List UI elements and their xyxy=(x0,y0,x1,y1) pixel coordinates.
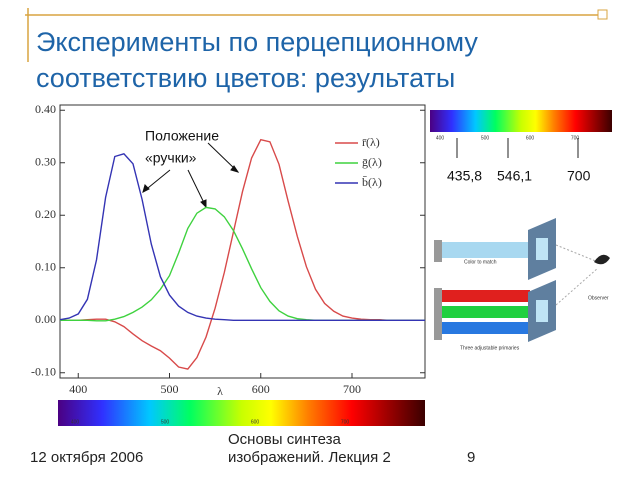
spectrum-tick: 400 xyxy=(71,419,80,425)
spectrum-bar xyxy=(58,400,425,426)
x-tick-label: 400 xyxy=(69,382,87,396)
x-label: λ xyxy=(217,384,223,398)
legend-label: r̄(λ) xyxy=(362,135,380,149)
diagram: Color to match Observer Three adjustable… xyxy=(434,218,610,351)
y-tick-label: 0.30 xyxy=(35,155,56,169)
annotation: Положение xyxy=(145,128,219,144)
spectrum-tick: 700 xyxy=(571,135,580,141)
y-tick-label: 0.10 xyxy=(35,260,56,274)
y-tick-label: 0.40 xyxy=(35,102,56,116)
spectrum-bar xyxy=(430,110,612,132)
spectrum-tick: 500 xyxy=(481,135,490,141)
primary-label: 700 xyxy=(567,168,591,184)
diagram-label: Color to match xyxy=(464,259,497,265)
diagram-label: Observer xyxy=(588,295,609,301)
annotation-arrows xyxy=(142,142,240,209)
primary-label: 435,8 xyxy=(447,168,482,184)
spectrum-tick: 500 xyxy=(161,419,170,425)
primary-markers xyxy=(456,138,579,158)
title: соответствию цветов: результаты xyxy=(36,63,455,93)
primary-label: 546,1 xyxy=(497,168,532,184)
y-tick-label: -0.10 xyxy=(31,365,56,379)
title: Эксперименты по перцепционному xyxy=(36,27,478,57)
spectrum-tick: 600 xyxy=(526,135,535,141)
x-tick-label: 500 xyxy=(161,382,179,396)
footer-course: Основы синтеза xyxy=(228,431,341,448)
page-number: 9 xyxy=(467,449,475,466)
series-line xyxy=(59,153,425,321)
frame-square xyxy=(597,9,608,20)
y-tick-label: 0.20 xyxy=(35,207,56,221)
footer-course: изображений. Лекция 2 xyxy=(228,449,391,466)
spectrum-tick: 700 xyxy=(341,419,350,425)
series-line xyxy=(60,138,425,370)
series-line xyxy=(60,206,425,322)
legend-label: ḡ(λ) xyxy=(362,155,382,169)
spectrum-tick: 600 xyxy=(251,419,260,425)
plot-frame xyxy=(59,104,426,379)
x-tick-label: 600 xyxy=(252,382,270,396)
legend-label: b̄(λ) xyxy=(362,175,382,189)
diagram-label: Three adjustable primaries xyxy=(460,345,520,351)
annotation: «ручки» xyxy=(145,150,197,166)
y-tick-label: 0.00 xyxy=(35,312,56,326)
footer-date: 12 октября 2006 xyxy=(30,449,143,466)
x-tick-label: 700 xyxy=(343,382,361,396)
spectrum-tick: 400 xyxy=(436,135,445,141)
